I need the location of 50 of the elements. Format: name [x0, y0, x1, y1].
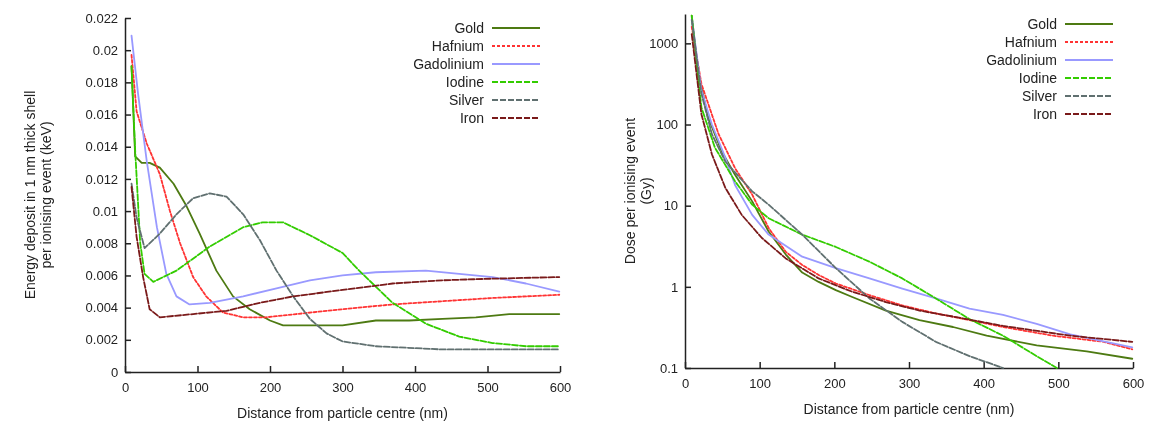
y-tick-label: 0.004 [85, 300, 119, 316]
legend-label: Gadolinium [413, 55, 484, 72]
y-tick-label: 0.01 [92, 203, 119, 219]
line-series [130, 186, 561, 319]
y-tick-label: 0.006 [85, 268, 119, 284]
legend-label: Gold [454, 19, 484, 36]
x-tick-label: 0 [121, 379, 130, 395]
legend-label: Iodine [1018, 69, 1058, 86]
legend-label: Silver [448, 91, 485, 108]
y-tick-label: 0.012 [85, 171, 119, 187]
x-tick-label: 600 [1122, 375, 1145, 391]
line-series [690, 14, 1058, 369]
y-tick-label: 0.016 [85, 107, 119, 123]
x-tick-label: 100 [187, 379, 209, 395]
y-tick-label: 100 [656, 117, 679, 133]
y-tick-label: 0.022 [85, 10, 119, 26]
y-tick-label: 0.014 [85, 139, 119, 155]
x-tick-label: 200 [823, 375, 846, 391]
x-tick-label: 400 [404, 379, 427, 395]
x-tick-label: 300 [332, 379, 354, 395]
legend-label: Hafnium [431, 37, 484, 54]
y-tick-label: 10 [663, 198, 679, 214]
x-tick-label: 300 [898, 375, 921, 391]
x-axis-title: Distance from particle centre (nm) [803, 401, 1015, 417]
x-tick-label: 500 [477, 379, 499, 395]
legend-label: Iodine [445, 73, 485, 90]
x-tick-label: 200 [259, 379, 282, 395]
x-tick-label: 400 [973, 375, 996, 391]
y-tick-label: 0.002 [85, 332, 119, 348]
x-axis-title: Distance from particle centre (nm) [237, 405, 448, 421]
x-tick-label: 0 [681, 375, 690, 391]
legend-label: Iron [459, 109, 484, 126]
y-tick-label: 0.018 [85, 75, 119, 91]
legend-label: Iron [1032, 105, 1057, 122]
legend-label: Gadolinium [986, 51, 1057, 68]
x-tick-label: 100 [749, 375, 772, 391]
legend-label: Silver [1021, 87, 1058, 104]
x-tick-label: 500 [1047, 375, 1070, 391]
y-tick-label: 0 [110, 364, 119, 380]
y-tick-label: 0.1 [660, 360, 679, 376]
line-series [130, 182, 561, 351]
y-tick-label: 1 [670, 279, 679, 295]
y-tick-label: 0.008 [85, 235, 119, 251]
x-tick-label: 600 [549, 379, 572, 395]
y-axis-title: Dose per ionising event (Gy) [622, 117, 655, 265]
y-axis-title: Energy deposit in 1 nm thick shell per ionising event (keV) [22, 90, 55, 300]
y-tick-label: 0.02 [92, 42, 119, 58]
y-tick-label: 1000 [649, 36, 679, 52]
legend-label: Gold [1027, 15, 1057, 32]
legend-label: Hafnium [1004, 33, 1057, 50]
